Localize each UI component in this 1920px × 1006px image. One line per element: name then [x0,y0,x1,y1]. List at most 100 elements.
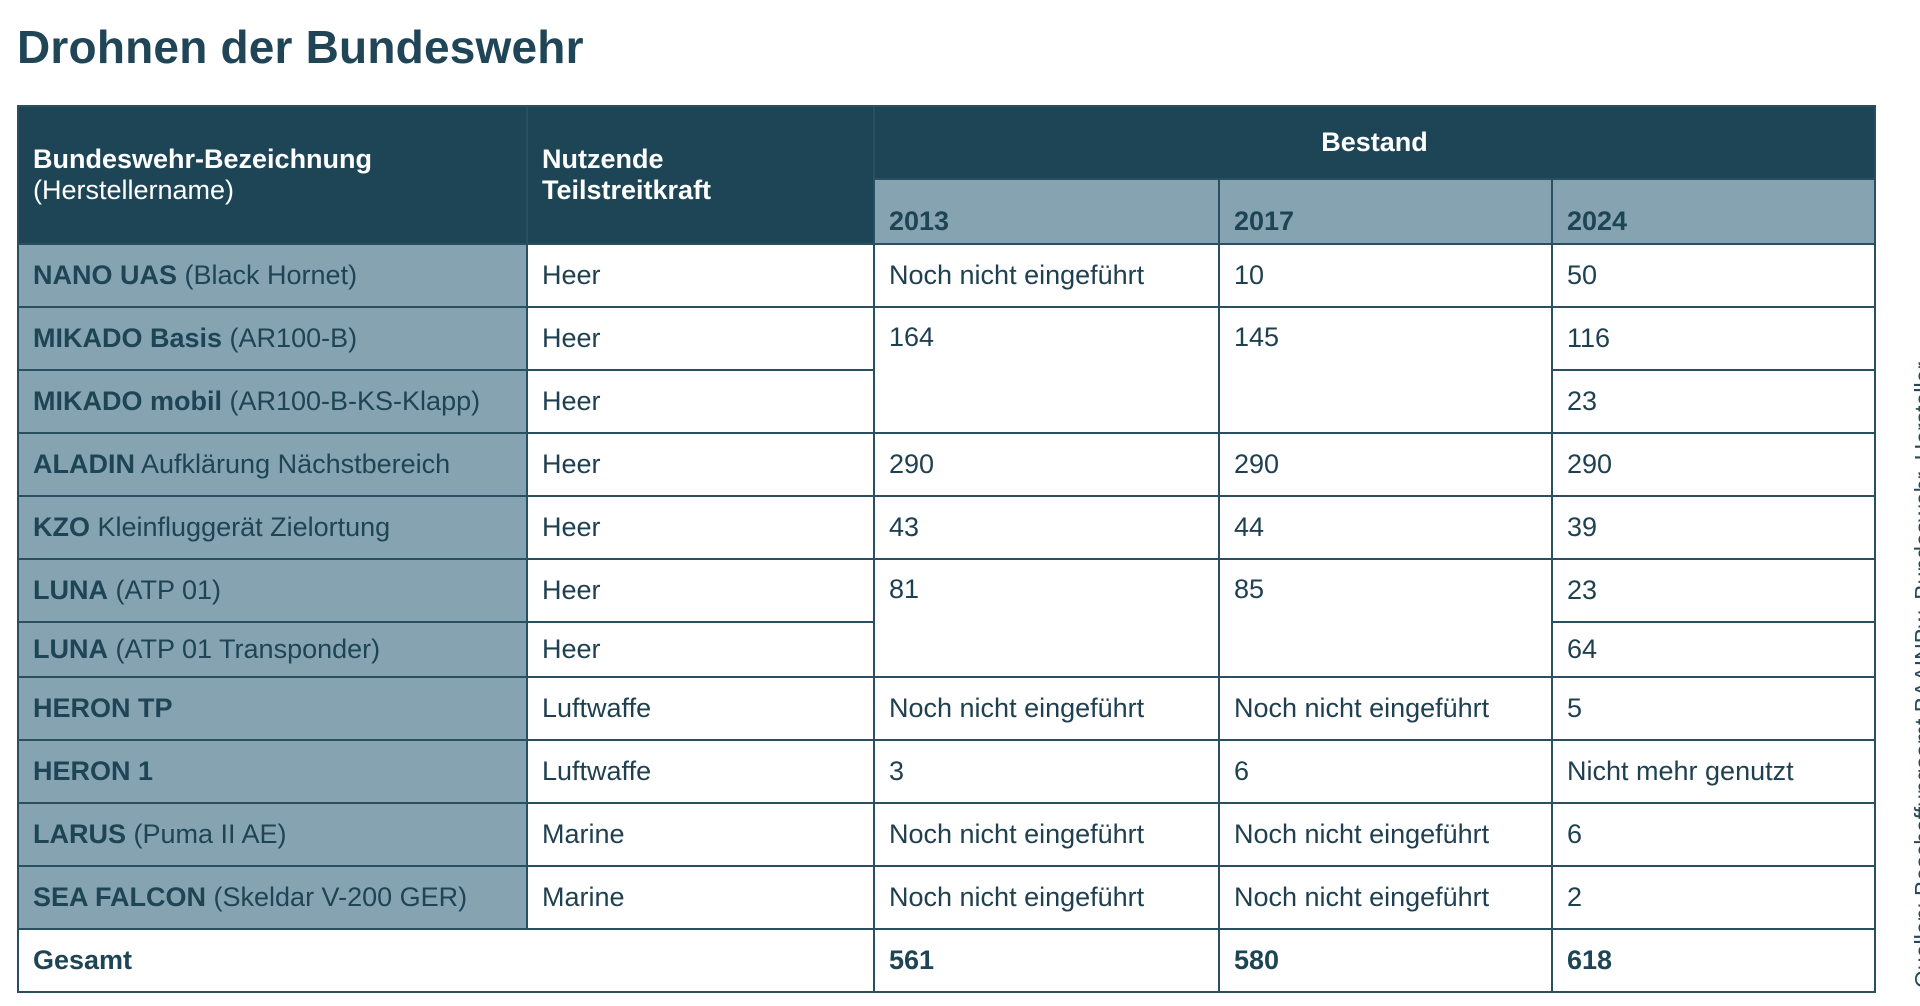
drone-manufacturer-name: (AR100-B) [222,323,358,353]
stock-2017: 290 [1218,432,1553,497]
stock-2013: Noch nicht eingeführt [873,865,1220,930]
drone-designation: ALADIN [33,449,135,479]
total-2017: 580 [1218,928,1553,993]
total-row: Gesamt 561 580 618 [17,928,1877,993]
drone-name: ALADIN Aufklärung Nächstbereich [17,432,528,497]
stock-2017: 44 [1218,495,1553,560]
source-note: Quellen: Beschaffungsamt BAAINBw, Bundes… [1910,361,1920,988]
stock-2024: 290 [1550,432,1877,497]
total-2013: 561 [873,928,1220,993]
drone-name: LUNA (ATP 01 Transponder) [17,621,528,678]
stock-2024: 2 [1550,865,1877,930]
drone-manufacturer-name: (Skeldar V-200 GER) [206,882,468,912]
stock-2013: 43 [873,495,1220,560]
drone-designation: LARUS [33,819,126,849]
stock-2024: Nicht mehr genutzt [1550,739,1877,804]
table-row: LUNA (ATP 01 Transponder) Heer 64 [17,621,1877,678]
total-2024: 618 [1550,928,1877,993]
stock-2013: 290 [873,432,1220,497]
drone-manufacturer-name: (Puma II AE) [126,819,287,849]
drone-name: MIKADO mobil (AR100-B-KS-Klapp) [17,369,528,434]
drone-designation: LUNA [33,575,108,605]
branch-cell: Heer [526,432,875,497]
drone-manufacturer-name: (ATP 01) [108,575,222,605]
branch-cell: Luftwaffe [526,739,875,804]
drone-designation: NANO UAS [33,260,178,290]
header-year-2017: 2017 [1218,178,1553,245]
stock-2024: 64 [1550,621,1877,678]
drone-designation: LUNA [33,634,108,664]
table-row: NANO UAS (Black Hornet) Heer Noch nicht … [17,243,1877,308]
drone-designation: SEA FALCON [33,882,207,912]
drone-name: LARUS (Puma II AE) [17,802,528,867]
branch-cell: Marine [526,802,875,867]
stock-2013: 81 [873,558,1220,678]
drone-name: NANO UAS (Black Hornet) [17,243,528,308]
drone-name: LUNA (ATP 01) [17,558,528,623]
branch-cell: Heer [526,369,875,434]
stock-2017: 6 [1218,739,1553,804]
drone-designation: HERON TP [33,693,173,723]
stock-2013: 3 [873,739,1220,804]
stock-2024: 23 [1550,558,1877,623]
header-designation: Bundeswehr-Bezeichnung (Herstellername) [17,105,528,245]
table-row: HERON 1 Luftwaffe 3 6 Nicht mehr genutzt [17,739,1877,804]
stock-2024: 23 [1550,369,1877,434]
table-row: SEA FALCON (Skeldar V-200 GER) Marine No… [17,865,1877,930]
stock-2024: 5 [1550,676,1877,741]
header-branch-line2: Teilstreitkraft [542,175,712,205]
table-row: LUNA (ATP 01) Heer 81 85 23 [17,558,1877,678]
table-row: HERON TP Luftwaffe Noch nicht eingeführt… [17,676,1877,741]
branch-cell: Luftwaffe [526,676,875,741]
drone-name: MIKADO Basis (AR100-B) [17,306,528,371]
branch-cell: Heer [526,243,875,308]
stock-2013: 164 [873,306,1220,434]
page-title: Drohnen der Bundeswehr [17,21,584,73]
branch-cell: Heer [526,621,875,678]
table-row: ALADIN Aufklärung Nächstbereich Heer 290… [17,432,1877,497]
branch-cell: Heer [526,558,875,623]
table-row: MIKADO mobil (AR100-B-KS-Klapp) Heer 23 [17,369,1877,434]
stock-2013: Noch nicht eingeführt [873,676,1220,741]
table-row: KZO Kleinfluggerät Zielortung Heer 43 44… [17,495,1877,560]
stock-2017: Noch nicht eingeführt [1218,802,1553,867]
header-bestand: Bestand [872,105,1877,180]
table-row: LARUS (Puma II AE) Marine Noch nicht ein… [17,802,1877,867]
header-branch: Nutzende Teilstreitkraft [526,105,875,245]
stock-2017: 85 [1218,558,1553,678]
drone-name: HERON 1 [17,739,528,804]
branch-cell: Heer [526,495,875,560]
header-year-2024: 2024 [1550,178,1877,245]
stock-2024: 6 [1550,802,1877,867]
stock-2017: 10 [1218,243,1553,308]
drone-manufacturer-name: Aufklärung Nächstbereich [135,449,451,479]
drone-name: HERON TP [17,676,528,741]
drones-table: Bundeswehr-Bezeichnung (Herstellername) … [17,105,1877,993]
total-label: Gesamt [17,928,875,993]
drone-manufacturer-name: (Black Hornet) [177,260,358,290]
header-designation-label: Bundeswehr-Bezeichnung [33,144,373,174]
drone-designation: KZO [33,512,90,542]
stock-2017: Noch nicht eingeführt [1218,676,1553,741]
drone-designation: MIKADO mobil [33,386,222,416]
stock-2024: 50 [1550,243,1877,308]
header-manufacturer-label: (Herstellername) [33,175,235,205]
drone-designation: MIKADO Basis [33,323,223,353]
stock-2017: Noch nicht eingeführt [1218,865,1553,930]
stock-2024: 39 [1550,495,1877,560]
stock-2017: 145 [1218,306,1553,434]
stock-2024: 116 [1550,306,1877,371]
drone-manufacturer-name: (ATP 01 Transponder) [108,634,381,664]
drone-designation: HERON 1 [33,756,154,786]
drone-name: SEA FALCON (Skeldar V-200 GER) [17,865,528,930]
branch-cell: Marine [526,865,875,930]
header-year-2013: 2013 [873,178,1220,245]
stock-2013: Noch nicht eingeführt [873,802,1220,867]
drone-name: KZO Kleinfluggerät Zielortung [17,495,528,560]
stock-2013: Noch nicht eingeführt [873,243,1220,308]
drone-manufacturer-name: Kleinfluggerät Zielortung [90,512,391,542]
drone-manufacturer-name: (AR100-B-KS-Klapp) [222,386,481,416]
header-branch-line1: Nutzende [542,144,664,174]
table-row: MIKADO Basis (AR100-B) Heer 164 145 116 [17,306,1877,434]
branch-cell: Heer [526,306,875,371]
